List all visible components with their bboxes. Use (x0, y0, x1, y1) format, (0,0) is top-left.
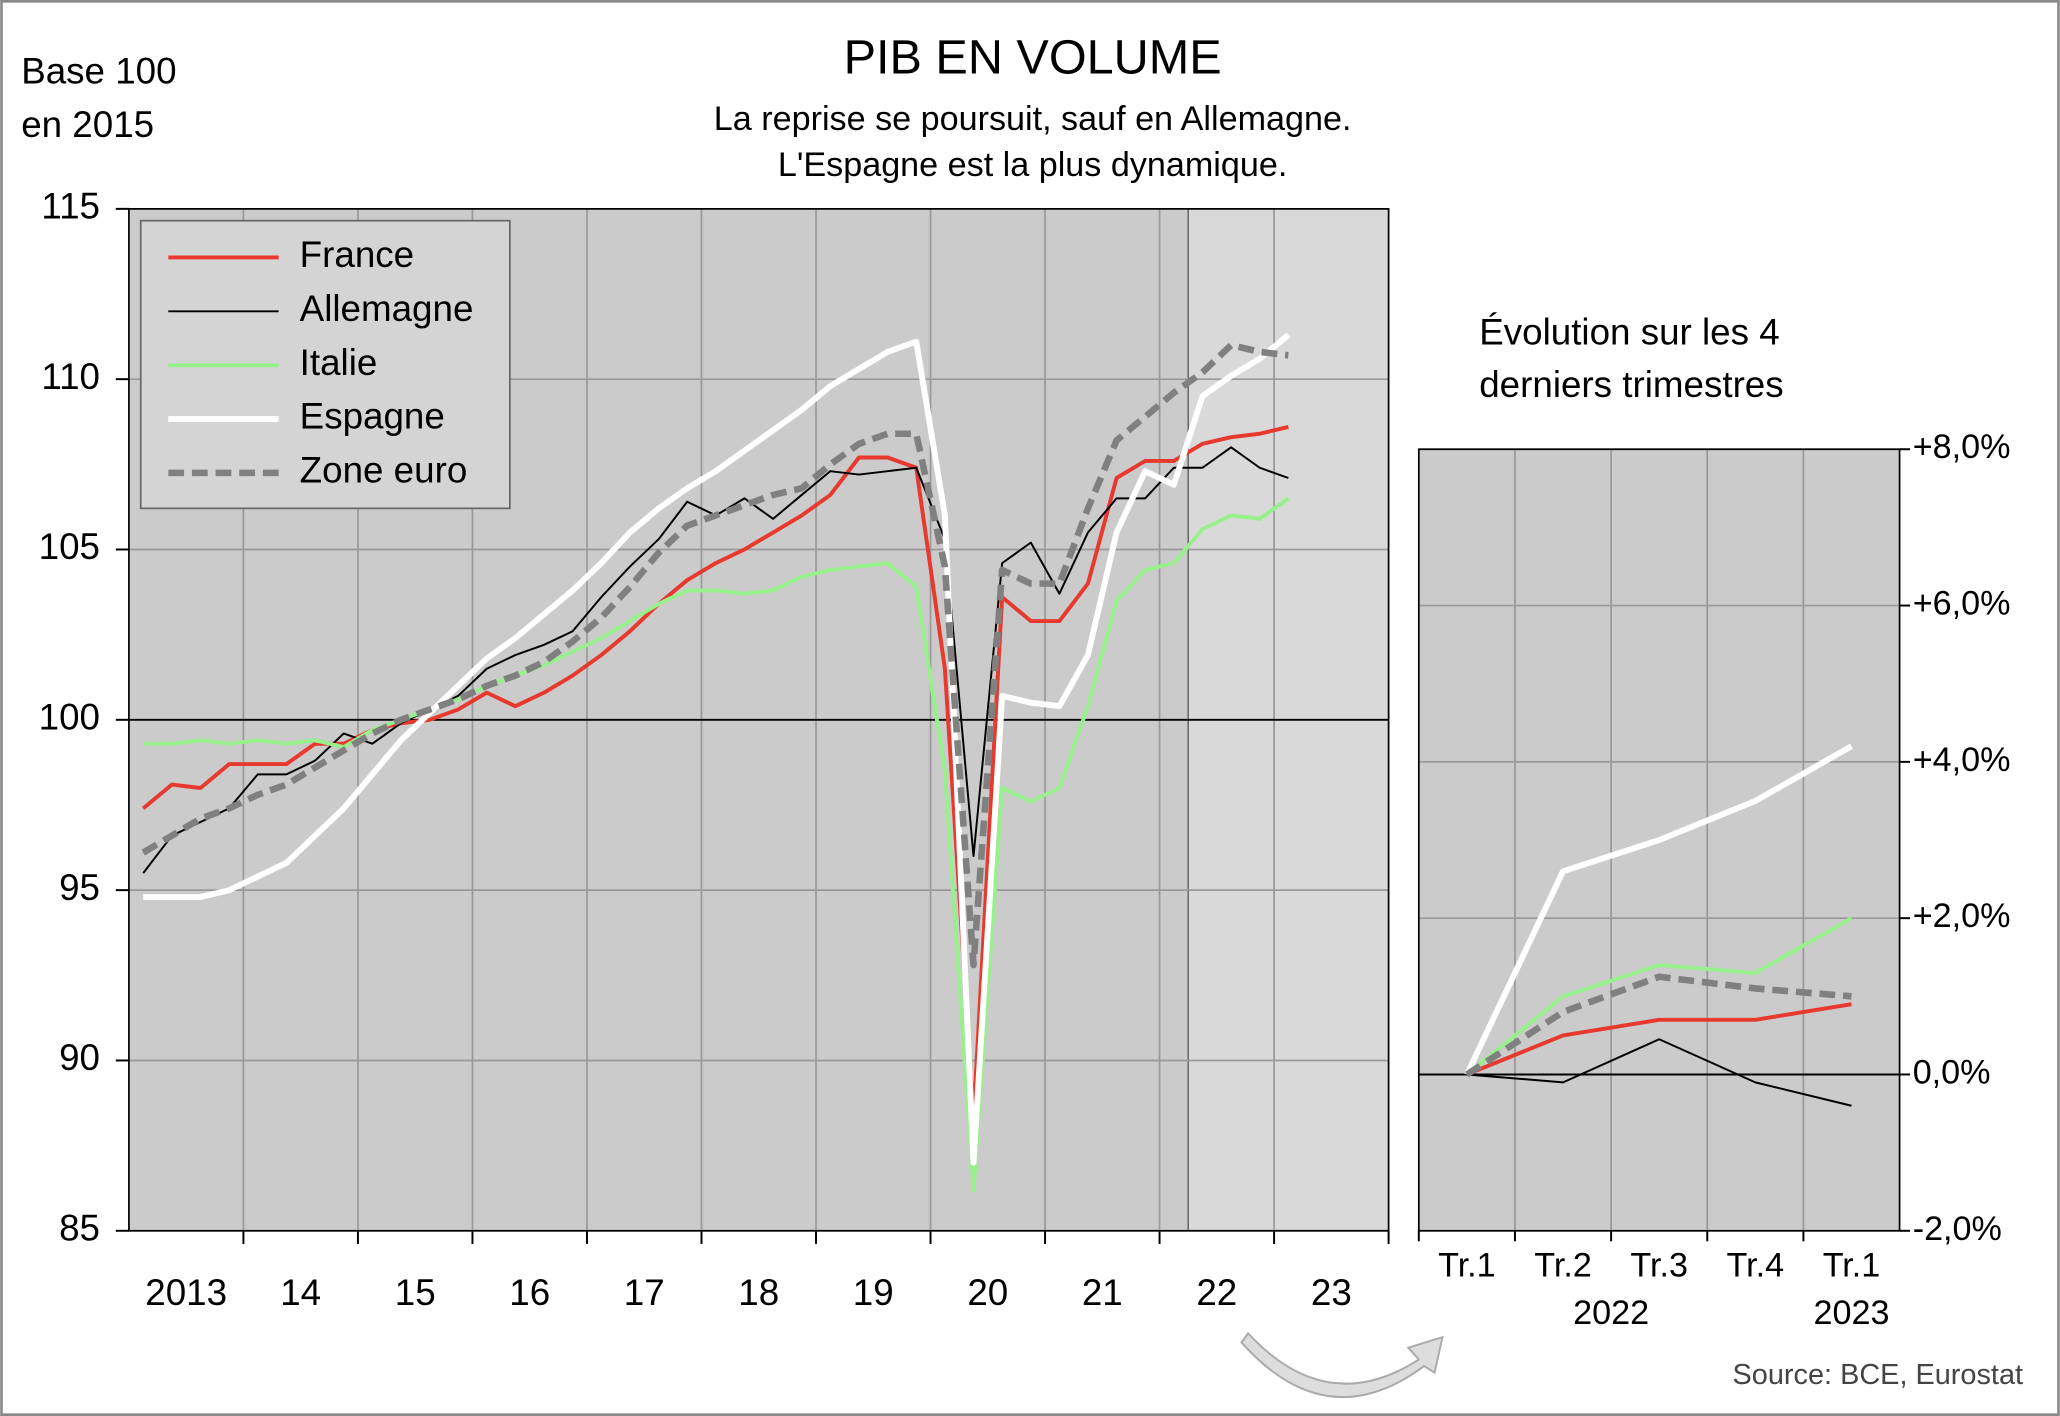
panel-title: Évolution sur les 4 (1479, 312, 1779, 353)
x-tick-label: 21 (1082, 1272, 1123, 1313)
legend-label: Italie (300, 342, 378, 383)
series-line (1465, 973, 1852, 1078)
y-tick-label: 105 (39, 526, 100, 567)
y-tick-label: 100 (39, 697, 100, 738)
y-tick-label: 85 (59, 1208, 100, 1249)
x-tick-label: 14 (280, 1272, 321, 1313)
y-tick-label: 95 (59, 867, 100, 908)
y-tick-label: +2,0% (1913, 897, 2011, 935)
legend-label: Zone euro (300, 450, 468, 491)
series-line (1466, 1038, 1852, 1107)
series-line (143, 332, 1291, 1166)
legend-label: Espagne (300, 396, 445, 437)
x-tick-label: Tr.1 (1438, 1247, 1496, 1285)
x-tick-label: 23 (1311, 1272, 1352, 1313)
series-line (1466, 1002, 1852, 1077)
series-line (143, 496, 1290, 1192)
source: Source: BCE, Eurostat (1733, 1359, 2023, 1391)
corner-label: Base 100 (21, 50, 176, 91)
arrow (1240, 1331, 1444, 1399)
x-tick-label: Tr.3 (1630, 1247, 1688, 1285)
y-tick-label: +6,0% (1913, 585, 2011, 623)
y-tick-label: 90 (59, 1037, 100, 1078)
y-tick-label: 110 (41, 356, 100, 397)
x-tick-label: 15 (395, 1272, 436, 1313)
series-line (1465, 916, 1853, 1077)
legend-label: France (300, 234, 414, 275)
x-tick-label: 16 (509, 1272, 550, 1313)
chart-title: PIB EN VOLUME (844, 30, 1222, 84)
x-tick-label: Tr.4 (1727, 1247, 1785, 1285)
x-tick-label: Tr.1 (1823, 1247, 1881, 1285)
subtitle: La reprise se poursuit, sauf en Allemagn… (714, 100, 1352, 138)
panel-title: derniers trimestres (1479, 364, 1783, 405)
plot-border (1417, 448, 1901, 1232)
x-tick-label: 19 (853, 1272, 894, 1313)
plot-border (128, 207, 1390, 1232)
x-tick-label: 20 (967, 1272, 1008, 1313)
subtitle: L'Espagne est la plus dynamique. (778, 146, 1287, 184)
group-label: 2023 (1814, 1294, 1890, 1332)
x-tick-label: 22 (1196, 1272, 1237, 1313)
x-tick-label: 18 (738, 1272, 779, 1313)
series-line (141, 341, 1289, 969)
x-tick-label: 2013 (145, 1272, 227, 1313)
y-tick-label: +4,0% (1913, 741, 2011, 779)
group-label: 2022 (1573, 1294, 1649, 1332)
x-tick-label: 17 (624, 1272, 665, 1313)
legend-label: Allemagne (300, 288, 474, 329)
y-tick-label: -2,0% (1913, 1210, 2002, 1248)
series-line (1464, 743, 1853, 1076)
y-tick-label: 0,0% (1913, 1053, 1991, 1091)
y-tick-label: +8,0% (1913, 428, 2011, 466)
y-tick-label: 115 (41, 186, 100, 227)
x-tick-label: Tr.2 (1534, 1247, 1592, 1285)
corner-label: en 2015 (21, 104, 154, 145)
